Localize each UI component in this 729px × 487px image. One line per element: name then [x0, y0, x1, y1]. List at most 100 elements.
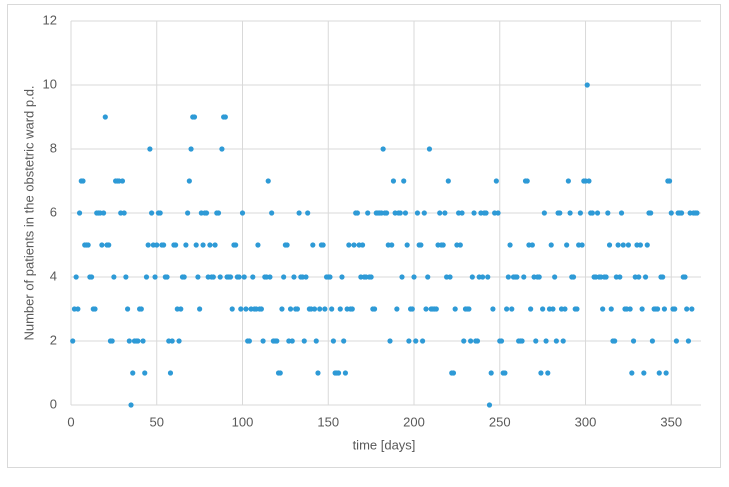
data-point: [636, 274, 642, 280]
data-point: [661, 306, 668, 312]
y-tick-label: 4: [50, 268, 57, 283]
data-point: [315, 370, 321, 376]
data-point: [281, 274, 287, 280]
data-point: [468, 338, 474, 344]
data-point: [660, 274, 666, 280]
data-point: [608, 306, 614, 312]
data-point: [648, 210, 654, 216]
data-point: [109, 338, 115, 344]
data-point: [215, 210, 222, 216]
data-point: [135, 338, 141, 344]
x-tick-label: 200: [403, 414, 425, 429]
data-point: [365, 210, 371, 216]
data-point: [178, 306, 184, 312]
data-point: [342, 370, 349, 376]
data-point: [402, 210, 409, 216]
data-point: [469, 274, 475, 280]
data-point: [238, 306, 244, 312]
data-point: [649, 338, 656, 344]
data-point: [564, 242, 570, 248]
data-point: [414, 210, 421, 216]
data-point: [409, 306, 415, 312]
data-point: [130, 370, 136, 376]
data-point: [426, 146, 433, 152]
data-point: [459, 210, 465, 216]
data-point: [305, 210, 311, 216]
data-point: [217, 274, 223, 280]
data-point: [541, 210, 547, 216]
x-tick-label: 50: [150, 414, 164, 429]
data-point: [121, 210, 127, 216]
data-point: [368, 274, 374, 280]
data-point: [397, 210, 403, 216]
data-point: [493, 178, 499, 184]
data-point: [317, 306, 323, 312]
data-point: [567, 210, 573, 216]
data-point: [685, 338, 692, 344]
data-point: [579, 242, 585, 248]
data-point: [164, 274, 170, 280]
data-point: [207, 242, 213, 248]
data-point: [76, 210, 83, 216]
data-point: [73, 274, 79, 280]
data-point: [80, 178, 86, 184]
data-point: [267, 274, 273, 280]
data-point: [311, 306, 318, 312]
data-point: [277, 370, 283, 376]
data-point: [346, 242, 352, 248]
data-point: [589, 210, 595, 216]
data-point: [586, 178, 592, 184]
data-point: [418, 242, 424, 248]
data-point: [639, 306, 645, 312]
data-point: [570, 274, 577, 280]
data-point: [126, 338, 132, 344]
data-point: [102, 114, 108, 120]
data-point: [641, 370, 647, 376]
data-point: [227, 274, 234, 280]
data-point: [461, 338, 467, 344]
data-point: [176, 338, 182, 344]
data-point: [111, 274, 117, 280]
data-point: [514, 274, 520, 280]
data-point: [389, 242, 395, 248]
data-point: [322, 306, 328, 312]
data-point: [495, 210, 501, 216]
data-point: [250, 274, 256, 280]
data-point: [560, 338, 566, 344]
data-point: [380, 146, 386, 152]
x-axis-title: time [days]: [353, 437, 416, 452]
data-point: [689, 306, 695, 312]
data-point: [486, 402, 493, 408]
data-point: [574, 306, 580, 312]
data-point: [269, 210, 275, 216]
data-point: [480, 274, 486, 280]
x-tick-label: 0: [67, 414, 74, 429]
data-point: [488, 370, 494, 376]
data-point: [600, 306, 606, 312]
data-point: [236, 274, 242, 280]
data-point: [498, 338, 505, 344]
data-point: [339, 274, 345, 280]
data-point: [173, 242, 179, 248]
data-point: [502, 370, 508, 376]
data-point: [320, 242, 326, 248]
data-point: [138, 306, 144, 312]
data-point: [265, 178, 271, 184]
x-tick-label: 150: [317, 414, 339, 429]
x-tick-label: 300: [575, 414, 597, 429]
data-point: [149, 210, 155, 216]
data-point: [605, 210, 611, 216]
y-tick-label: 8: [50, 140, 57, 155]
data-point: [258, 306, 264, 312]
data-point: [442, 210, 448, 216]
data-point: [296, 210, 302, 216]
data-point: [154, 242, 160, 248]
data-point: [603, 274, 609, 280]
data-point: [584, 82, 590, 88]
data-point: [188, 146, 194, 152]
data-point: [327, 274, 333, 280]
data-point: [682, 274, 688, 280]
data-point: [229, 306, 235, 312]
data-point: [457, 242, 463, 248]
data-point: [210, 274, 216, 280]
